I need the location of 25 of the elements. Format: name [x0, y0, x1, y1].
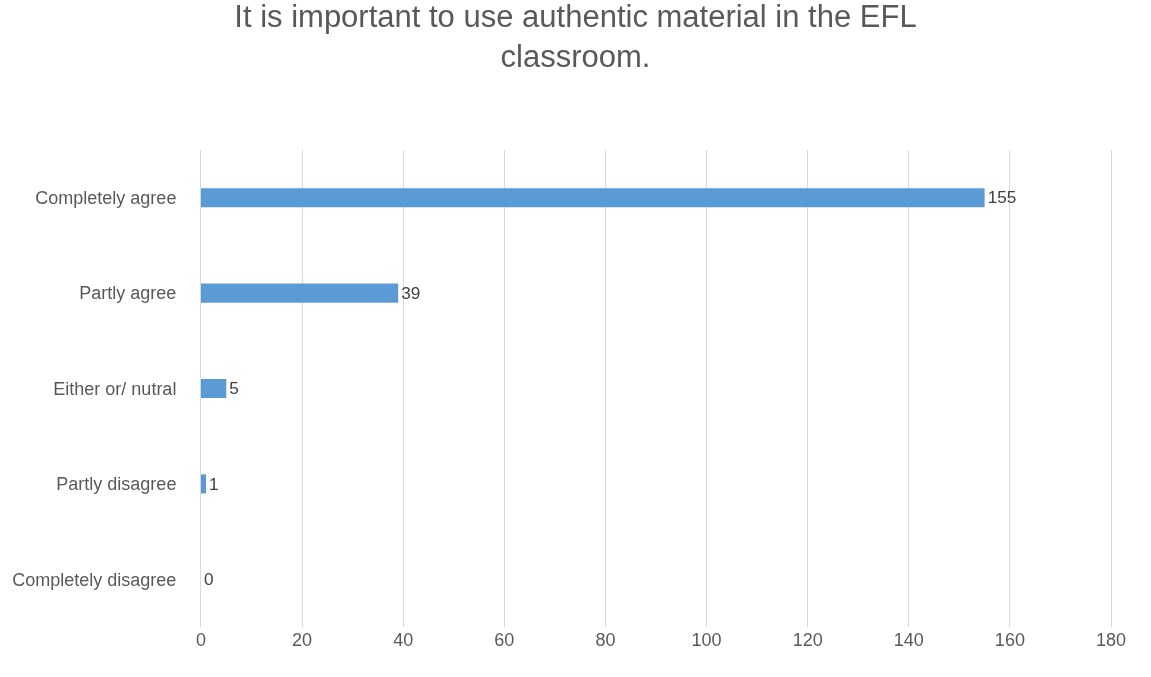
chart-title: It is important to use authentic material in the EFL classroom. [234, 0, 917, 75]
data-label: 155 [987, 187, 1017, 208]
y-tick-label: Either or/ nutral [53, 378, 177, 399]
x-tick-label: 0 [195, 630, 207, 650]
y-tick-label: Completely agree [35, 188, 177, 208]
x-tick-label: 20 [292, 630, 313, 650]
bar [201, 188, 985, 208]
bar [201, 378, 227, 399]
bar [201, 474, 207, 494]
x-tick-label: 100 [691, 630, 722, 650]
y-tick-label: Partly disagree [56, 474, 177, 495]
x-tick-label: 80 [595, 630, 616, 650]
x-tick-label: 140 [893, 630, 924, 650]
x-tick-label: 40 [393, 630, 414, 650]
data-label: 39 [401, 282, 421, 303]
data-label: 1 [209, 473, 219, 494]
y-tick-label: Completely disagree [12, 569, 177, 590]
y-tick-label: Partly agree [79, 283, 177, 304]
bar [201, 283, 399, 303]
data-label: 0 [204, 569, 214, 590]
x-tick-label: 160 [994, 630, 1025, 650]
x-tick-label: 60 [494, 630, 515, 650]
x-tick-label: 120 [792, 630, 823, 650]
data-label: 5 [229, 378, 239, 399]
x-tick-label: 180 [1095, 630, 1127, 650]
